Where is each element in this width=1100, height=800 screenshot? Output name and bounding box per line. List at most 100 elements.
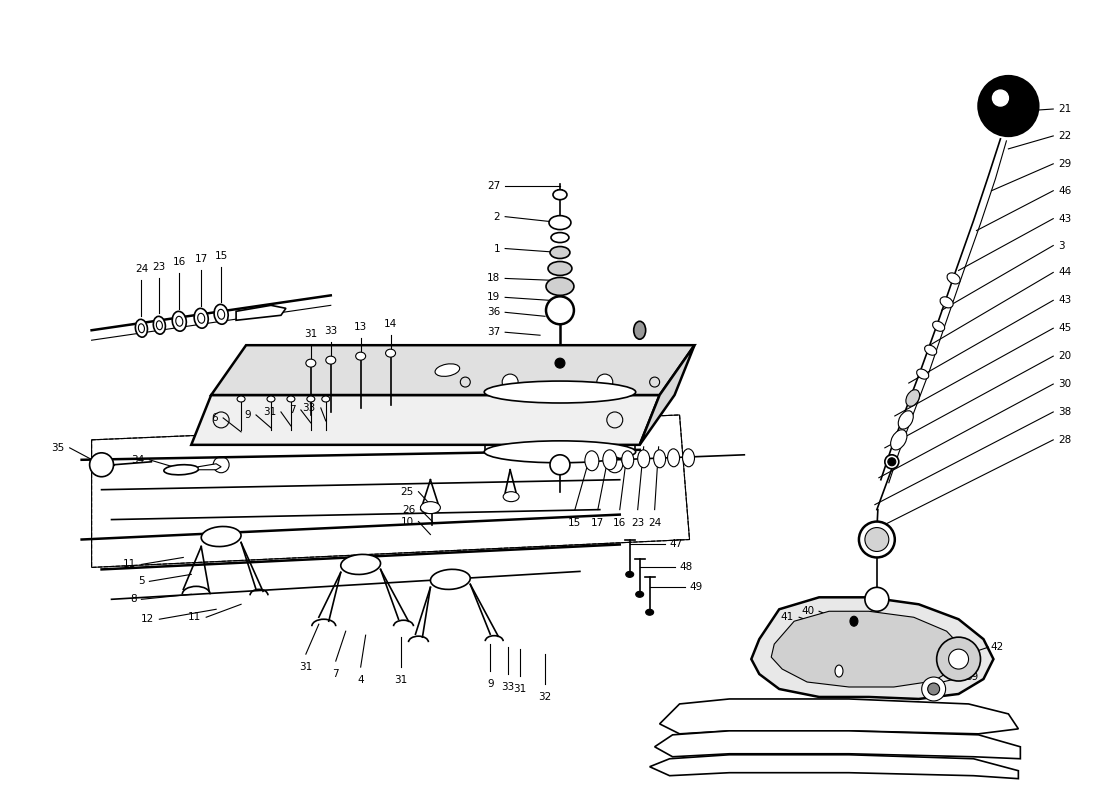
Text: 23: 23 bbox=[631, 518, 645, 527]
Text: 10: 10 bbox=[400, 517, 414, 526]
Text: 48: 48 bbox=[680, 562, 693, 573]
Text: 44: 44 bbox=[1058, 267, 1071, 278]
Text: 1²-2: 1²-2 bbox=[442, 575, 459, 584]
Text: 7: 7 bbox=[289, 405, 296, 415]
Circle shape bbox=[546, 296, 574, 324]
Ellipse shape bbox=[386, 349, 396, 357]
Ellipse shape bbox=[916, 369, 928, 379]
Ellipse shape bbox=[307, 396, 315, 402]
Text: 47: 47 bbox=[670, 539, 683, 550]
Text: 20: 20 bbox=[1058, 351, 1071, 361]
Ellipse shape bbox=[906, 390, 920, 406]
Text: 9: 9 bbox=[487, 679, 494, 689]
Ellipse shape bbox=[198, 314, 205, 323]
Polygon shape bbox=[455, 368, 484, 395]
Text: 46: 46 bbox=[1058, 186, 1071, 196]
Ellipse shape bbox=[891, 430, 906, 450]
Ellipse shape bbox=[850, 616, 858, 626]
Ellipse shape bbox=[322, 396, 330, 402]
Ellipse shape bbox=[668, 449, 680, 466]
Text: 11: 11 bbox=[188, 612, 201, 622]
Text: 33: 33 bbox=[324, 326, 338, 336]
Text: 27: 27 bbox=[487, 181, 500, 190]
Text: 45: 45 bbox=[1058, 323, 1071, 334]
Ellipse shape bbox=[287, 396, 295, 402]
Text: 1: 1 bbox=[494, 243, 501, 254]
Circle shape bbox=[884, 455, 899, 469]
Ellipse shape bbox=[899, 410, 913, 429]
Circle shape bbox=[922, 677, 946, 701]
Ellipse shape bbox=[267, 396, 275, 402]
Ellipse shape bbox=[430, 570, 470, 590]
Text: 37: 37 bbox=[487, 327, 500, 338]
Text: 31: 31 bbox=[305, 330, 318, 339]
Ellipse shape bbox=[164, 465, 199, 475]
Ellipse shape bbox=[626, 571, 634, 578]
Text: 43: 43 bbox=[1058, 214, 1071, 224]
Text: 17: 17 bbox=[195, 254, 208, 265]
Polygon shape bbox=[650, 754, 1019, 778]
Circle shape bbox=[992, 90, 1009, 106]
Polygon shape bbox=[640, 345, 694, 445]
Circle shape bbox=[865, 527, 889, 551]
Ellipse shape bbox=[636, 591, 644, 598]
Text: 5: 5 bbox=[138, 576, 144, 586]
Circle shape bbox=[89, 453, 113, 477]
Text: 40: 40 bbox=[801, 606, 814, 616]
Text: 6: 6 bbox=[211, 413, 218, 423]
Ellipse shape bbox=[238, 396, 245, 402]
Ellipse shape bbox=[553, 190, 566, 200]
Text: 16: 16 bbox=[173, 258, 186, 267]
Text: 49: 49 bbox=[690, 582, 703, 592]
Ellipse shape bbox=[156, 321, 163, 330]
Circle shape bbox=[948, 649, 968, 669]
Ellipse shape bbox=[925, 345, 937, 355]
Text: 15: 15 bbox=[214, 251, 228, 262]
Ellipse shape bbox=[484, 381, 636, 403]
Text: 31: 31 bbox=[514, 684, 527, 694]
Circle shape bbox=[550, 455, 570, 474]
Ellipse shape bbox=[947, 273, 960, 284]
Ellipse shape bbox=[634, 322, 646, 339]
Ellipse shape bbox=[638, 450, 650, 468]
Ellipse shape bbox=[548, 262, 572, 275]
Text: 17: 17 bbox=[591, 518, 605, 527]
Ellipse shape bbox=[306, 359, 316, 367]
Text: 31: 31 bbox=[263, 407, 276, 417]
Text: 25: 25 bbox=[400, 486, 414, 497]
Text: 2: 2 bbox=[494, 212, 501, 222]
Polygon shape bbox=[660, 699, 1019, 734]
Ellipse shape bbox=[355, 352, 365, 360]
Text: 12: 12 bbox=[141, 614, 154, 624]
Polygon shape bbox=[636, 368, 664, 397]
Ellipse shape bbox=[176, 316, 183, 326]
Polygon shape bbox=[211, 345, 694, 395]
Circle shape bbox=[859, 522, 894, 558]
Text: 21: 21 bbox=[1058, 104, 1071, 114]
Text: 31: 31 bbox=[299, 662, 312, 672]
Ellipse shape bbox=[214, 304, 228, 324]
Ellipse shape bbox=[682, 449, 694, 466]
Ellipse shape bbox=[218, 310, 224, 319]
Ellipse shape bbox=[153, 316, 165, 334]
Text: 3-4: 3-4 bbox=[354, 560, 367, 569]
Polygon shape bbox=[469, 358, 650, 408]
Text: 13: 13 bbox=[354, 322, 367, 332]
Polygon shape bbox=[654, 731, 1021, 758]
Text: 26: 26 bbox=[403, 505, 416, 514]
Text: 33: 33 bbox=[502, 682, 515, 692]
Polygon shape bbox=[771, 611, 964, 687]
Text: 32: 32 bbox=[538, 692, 551, 702]
Circle shape bbox=[556, 358, 565, 368]
Text: 15: 15 bbox=[569, 518, 582, 527]
Ellipse shape bbox=[646, 610, 653, 615]
Ellipse shape bbox=[550, 246, 570, 258]
Ellipse shape bbox=[434, 364, 460, 376]
Ellipse shape bbox=[341, 554, 381, 574]
Circle shape bbox=[979, 76, 1038, 136]
Ellipse shape bbox=[549, 216, 571, 230]
Text: 4: 4 bbox=[358, 675, 364, 685]
Text: 19: 19 bbox=[487, 292, 500, 302]
Text: 28: 28 bbox=[1058, 435, 1071, 445]
Text: 7: 7 bbox=[332, 669, 339, 679]
